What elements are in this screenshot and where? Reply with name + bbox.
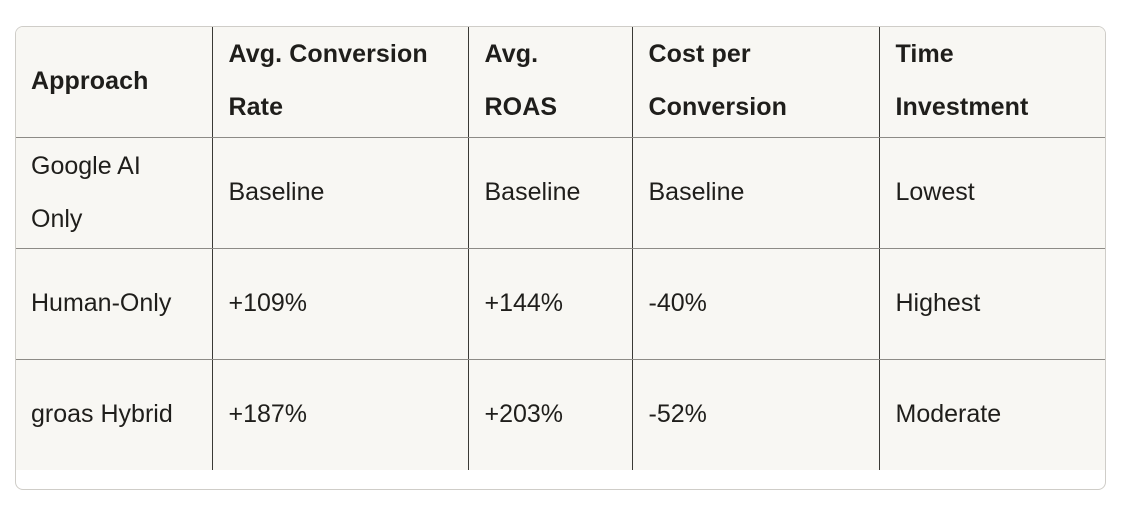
- header-cost-per-conversion: Cost per Conversion: [631, 27, 879, 138]
- cell-approach: Google AI Only: [16, 137, 212, 249]
- cell-roas: +144%: [467, 248, 632, 360]
- table-row: Google AI Only Baseline Baseline Baselin…: [16, 137, 1105, 249]
- cell-conversion-rate: +187%: [211, 359, 468, 470]
- comparison-table-card: Approach Avg. Conversion Rate Avg. ROAS …: [15, 26, 1106, 490]
- cell-roas: Baseline: [467, 137, 632, 249]
- table-row: groas Hybrid +187% +203% -52% Moderate: [16, 359, 1105, 470]
- cell-approach: Human-Only: [16, 248, 212, 360]
- cell-cost-per-conversion: Baseline: [631, 137, 879, 249]
- cell-approach: groas Hybrid: [31, 400, 173, 429]
- cell-cost-per-conversion: -40%: [631, 248, 879, 360]
- cell-time-investment: Lowest: [878, 137, 1105, 249]
- cell-conversion-rate: +109%: [211, 248, 468, 360]
- comparison-table: Approach Avg. Conversion Rate Avg. ROAS …: [16, 27, 1105, 470]
- table-header-row: Approach Avg. Conversion Rate Avg. ROAS …: [16, 27, 1105, 138]
- cell-time-investment: Highest: [878, 248, 1105, 360]
- header-avg-conversion-rate: Avg. Conversion Rate: [211, 27, 468, 138]
- cell-conversion-rate: Baseline: [211, 137, 468, 249]
- cell-roas: +203%: [467, 359, 632, 470]
- cell-time-investment: Moderate: [878, 359, 1105, 470]
- header-avg-roas: Avg. ROAS: [467, 27, 632, 138]
- cell-cost-per-conversion: -52%: [631, 359, 879, 470]
- header-time-investment: Time Investment: [878, 27, 1105, 138]
- table-row: Human-Only +109% +144% -40% Highest: [16, 248, 1105, 360]
- header-approach: Approach: [16, 27, 212, 138]
